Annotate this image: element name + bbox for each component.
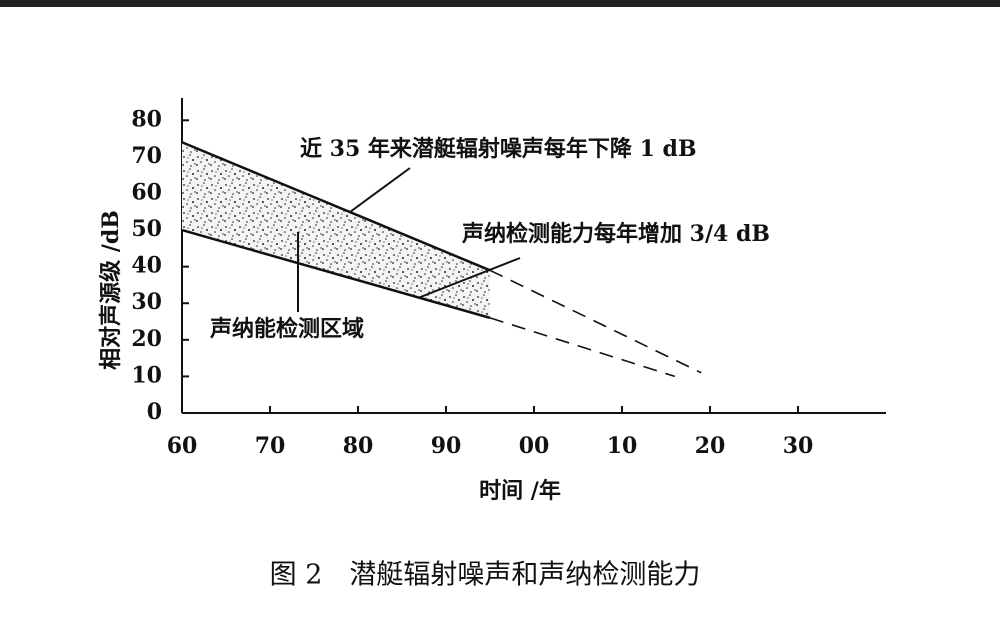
y-tick-label: 60: [131, 179, 162, 205]
x-tick-label: 90: [431, 433, 462, 459]
annotation: 声纳能检测区域: [209, 316, 364, 342]
annotation: 近 35 年来潜艇辐射噪声每年下降 1 dB: [300, 136, 697, 162]
top-rule: [0, 0, 1000, 7]
x-tick-label: 30: [783, 433, 814, 459]
x-tick-label: 20: [695, 433, 726, 459]
y-tick-label: 0: [147, 399, 162, 425]
y-tick-label: 40: [131, 253, 162, 279]
line: [489, 317, 676, 378]
x-tick-label: 00: [519, 433, 550, 459]
detection-region: [182, 142, 490, 318]
y-tick-label: 20: [131, 326, 162, 352]
line: [181, 141, 491, 272]
line: [181, 228, 491, 320]
line: [489, 269, 702, 374]
x-tick-label: 60: [167, 433, 198, 459]
caption: 图 2 潜艇辐射噪声和声纳检测能力: [270, 560, 701, 591]
y-tick-label: 30: [131, 289, 162, 315]
x-tick-label: 70: [255, 433, 286, 459]
x-axis-label: 时间 /年: [479, 478, 561, 504]
y-tick-label: 10: [131, 362, 162, 388]
x-tick-label: 10: [607, 433, 638, 459]
leader-line: [417, 257, 521, 299]
y-axis-label: 相对声源级 /dB: [98, 210, 124, 370]
y-tick-label: 80: [131, 106, 162, 132]
annotation: 声纳检测能力每年增加 3/4 dB: [461, 221, 770, 247]
x-tick-label: 80: [343, 433, 374, 459]
leader-line: [349, 167, 411, 213]
y-tick-label: 50: [131, 216, 162, 242]
y-tick-label: 70: [131, 143, 162, 169]
